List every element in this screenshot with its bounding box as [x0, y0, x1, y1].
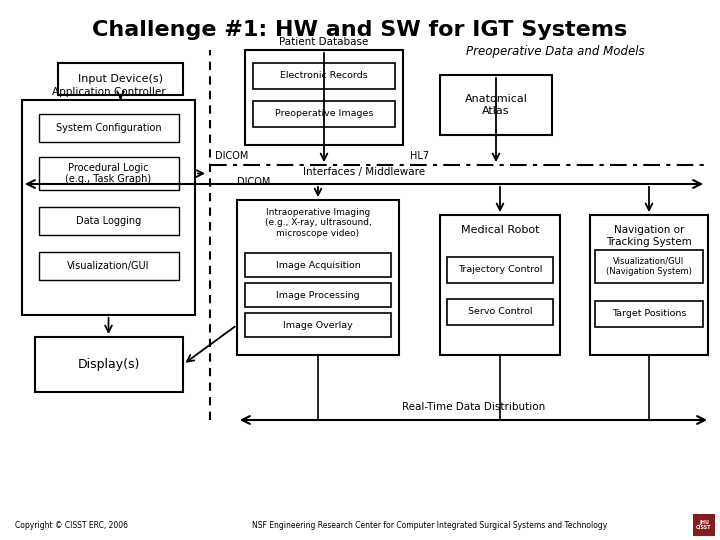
- Bar: [35, 337, 183, 392]
- Bar: [245, 253, 391, 277]
- Text: Visualization/GUI
(Navigation System): Visualization/GUI (Navigation System): [606, 257, 692, 276]
- Bar: [22, 100, 195, 315]
- Text: JHU
CISST: JHU CISST: [696, 519, 712, 530]
- Text: Procedural Logic
(e.g., Task Graph): Procedural Logic (e.g., Task Graph): [66, 163, 152, 184]
- Bar: [595, 250, 703, 283]
- Bar: [253, 101, 395, 127]
- Text: Real-Time Data Distribution: Real-Time Data Distribution: [402, 402, 545, 412]
- Text: Anatomical
Atlas: Anatomical Atlas: [464, 94, 528, 116]
- Bar: [245, 313, 391, 337]
- Bar: [447, 299, 553, 325]
- Text: DICOM: DICOM: [215, 151, 248, 161]
- Text: DICOM: DICOM: [237, 177, 271, 187]
- Text: Visualization/GUI: Visualization/GUI: [67, 261, 150, 271]
- Text: NSF Engineering Research Center for Computer Integrated Surgical Systems and Tec: NSF Engineering Research Center for Comp…: [253, 522, 608, 530]
- Text: Image Processing: Image Processing: [276, 291, 360, 300]
- Text: Patient Database: Patient Database: [279, 37, 369, 47]
- Text: Electronic Records: Electronic Records: [280, 71, 368, 80]
- Text: Servo Control: Servo Control: [468, 307, 532, 316]
- Text: Data Logging: Data Logging: [76, 216, 141, 226]
- Text: Navigation or
Tracking System: Navigation or Tracking System: [606, 225, 692, 247]
- Text: Preoperative Data and Models: Preoperative Data and Models: [466, 45, 644, 58]
- Text: Input Device(s): Input Device(s): [78, 74, 163, 84]
- Bar: [440, 75, 552, 135]
- Text: Interfaces / Middleware: Interfaces / Middleware: [303, 167, 425, 177]
- Text: Preoperative Images: Preoperative Images: [275, 110, 373, 118]
- Text: HL7: HL7: [410, 151, 430, 161]
- Bar: [38, 114, 179, 142]
- Bar: [245, 283, 391, 307]
- Text: Copyright © CISST ERC, 2006: Copyright © CISST ERC, 2006: [15, 522, 128, 530]
- Text: Application Controller: Application Controller: [52, 87, 166, 97]
- Text: System Configuration: System Configuration: [55, 123, 161, 133]
- Text: Target Positions: Target Positions: [612, 309, 686, 319]
- Text: Image Acquisition: Image Acquisition: [276, 260, 361, 269]
- Bar: [447, 257, 553, 283]
- Text: Image Overlay: Image Overlay: [283, 321, 353, 329]
- Bar: [58, 63, 183, 95]
- Bar: [38, 252, 179, 280]
- Text: Medical Robot: Medical Robot: [461, 225, 539, 235]
- Bar: [693, 514, 715, 536]
- Bar: [245, 50, 403, 145]
- Bar: [253, 63, 395, 89]
- Text: Trajectory Control: Trajectory Control: [458, 266, 542, 274]
- Text: Intraoperative Imaging
(e.g., X-ray, ultrasound,
microscope video): Intraoperative Imaging (e.g., X-ray, ult…: [265, 208, 372, 238]
- Bar: [38, 207, 179, 235]
- Bar: [595, 301, 703, 327]
- Text: Challenge #1: HW and SW for IGT Systems: Challenge #1: HW and SW for IGT Systems: [92, 20, 628, 40]
- Bar: [590, 215, 708, 355]
- Text: Display(s): Display(s): [78, 358, 140, 371]
- Bar: [38, 157, 179, 190]
- Bar: [237, 200, 399, 355]
- Bar: [440, 215, 560, 355]
